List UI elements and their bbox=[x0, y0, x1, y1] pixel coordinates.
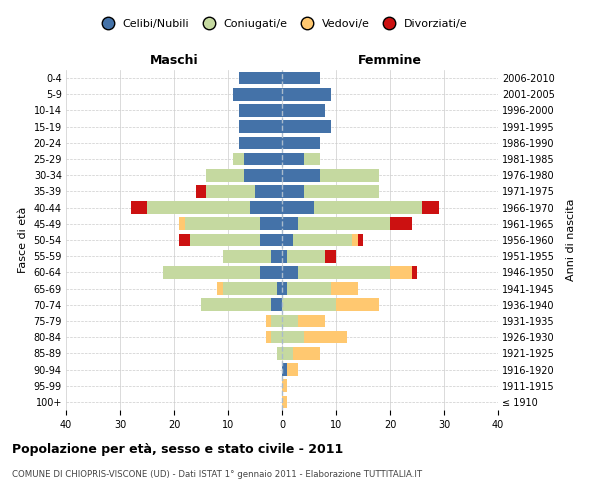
Bar bbox=[260, 234, 282, 246]
Bar bbox=[282, 380, 287, 392]
Bar bbox=[282, 72, 320, 85]
Bar bbox=[298, 314, 325, 328]
Bar bbox=[282, 250, 287, 262]
Bar bbox=[282, 152, 304, 166]
Bar bbox=[223, 250, 271, 262]
Bar bbox=[260, 218, 282, 230]
Legend: Celibi/Nubili, Coniugati/e, Vedovi/e, Divorziati/e: Celibi/Nubili, Coniugati/e, Vedovi/e, Di… bbox=[92, 14, 472, 33]
Bar bbox=[239, 72, 282, 85]
Y-axis label: Anni di nascita: Anni di nascita bbox=[566, 198, 576, 281]
Bar bbox=[282, 314, 298, 328]
Bar bbox=[239, 136, 282, 149]
Bar bbox=[206, 169, 244, 181]
Bar bbox=[293, 234, 352, 246]
Bar bbox=[282, 282, 287, 295]
Bar bbox=[282, 396, 287, 408]
Bar bbox=[287, 250, 325, 262]
Bar bbox=[271, 331, 282, 344]
Bar bbox=[255, 185, 282, 198]
Bar bbox=[298, 218, 390, 230]
Bar bbox=[390, 218, 412, 230]
Bar bbox=[277, 282, 282, 295]
Y-axis label: Fasce di età: Fasce di età bbox=[18, 207, 28, 273]
Bar bbox=[336, 298, 379, 311]
Bar bbox=[179, 234, 190, 246]
Bar bbox=[287, 363, 298, 376]
Bar bbox=[271, 298, 282, 311]
Bar bbox=[412, 266, 417, 278]
Bar bbox=[282, 363, 287, 376]
Bar bbox=[331, 282, 358, 295]
Bar bbox=[422, 202, 439, 214]
Bar bbox=[223, 282, 277, 295]
Bar bbox=[390, 266, 412, 278]
Bar bbox=[352, 234, 358, 246]
Bar bbox=[282, 185, 304, 198]
Bar bbox=[304, 185, 379, 198]
Bar bbox=[239, 104, 282, 117]
Bar bbox=[282, 136, 320, 149]
Text: Femmine: Femmine bbox=[358, 54, 422, 67]
Bar bbox=[282, 169, 320, 181]
Bar bbox=[163, 266, 260, 278]
Bar bbox=[298, 266, 390, 278]
Bar bbox=[282, 331, 304, 344]
Bar bbox=[260, 266, 282, 278]
Bar bbox=[271, 314, 282, 328]
Bar bbox=[282, 88, 331, 101]
Bar bbox=[282, 234, 293, 246]
Bar bbox=[201, 298, 271, 311]
Bar bbox=[233, 152, 244, 166]
Bar bbox=[190, 234, 260, 246]
Bar bbox=[179, 218, 185, 230]
Bar bbox=[282, 347, 293, 360]
Bar bbox=[358, 234, 363, 246]
Bar bbox=[266, 331, 271, 344]
Bar bbox=[282, 266, 298, 278]
Bar bbox=[287, 282, 331, 295]
Bar bbox=[196, 185, 206, 198]
Bar bbox=[314, 202, 422, 214]
Bar bbox=[282, 104, 325, 117]
Bar bbox=[206, 185, 255, 198]
Bar bbox=[244, 169, 282, 181]
Bar bbox=[282, 218, 298, 230]
Bar bbox=[239, 120, 282, 133]
Bar bbox=[293, 347, 320, 360]
Bar bbox=[233, 88, 282, 101]
Bar bbox=[271, 250, 282, 262]
Bar bbox=[217, 282, 223, 295]
Text: Maschi: Maschi bbox=[149, 54, 199, 67]
Bar bbox=[250, 202, 282, 214]
Bar bbox=[266, 314, 271, 328]
Bar bbox=[131, 202, 147, 214]
Bar bbox=[244, 152, 282, 166]
Text: COMUNE DI CHIOPRIS-VISCONE (UD) - Dati ISTAT 1° gennaio 2011 - Elaborazione TUTT: COMUNE DI CHIOPRIS-VISCONE (UD) - Dati I… bbox=[12, 470, 422, 479]
Bar bbox=[277, 347, 282, 360]
Bar bbox=[304, 331, 347, 344]
Bar bbox=[282, 202, 314, 214]
Bar bbox=[325, 250, 336, 262]
Bar bbox=[320, 169, 379, 181]
Bar bbox=[185, 218, 260, 230]
Bar bbox=[304, 152, 320, 166]
Bar bbox=[282, 298, 336, 311]
Text: Popolazione per età, sesso e stato civile - 2011: Popolazione per età, sesso e stato civil… bbox=[12, 442, 343, 456]
Bar bbox=[147, 202, 250, 214]
Bar bbox=[282, 120, 331, 133]
